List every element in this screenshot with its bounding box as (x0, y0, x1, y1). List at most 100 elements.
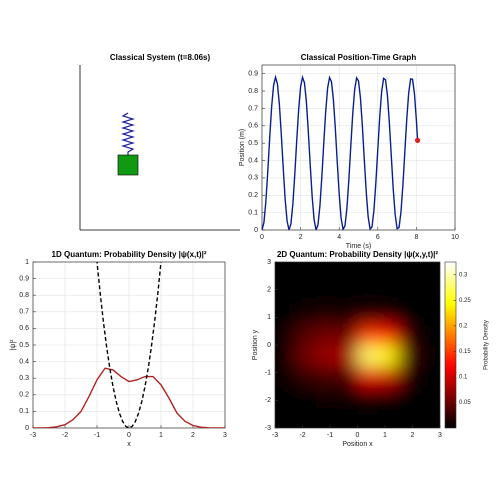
plot-area (275, 262, 440, 428)
y-tick-label: 0.8 (248, 88, 258, 95)
heat-cell (295, 407, 317, 428)
x-tick-label: 1 (159, 432, 163, 439)
heat-cell (398, 365, 420, 387)
heat-cell (336, 303, 358, 325)
heat-cell (419, 282, 440, 304)
heat-cell (378, 365, 400, 387)
series-line (96, 262, 162, 428)
y-tick-label: 0.5 (19, 342, 29, 349)
heat-cell (295, 365, 317, 387)
x-axis-label: Time (s) (346, 243, 371, 250)
chart-title: Classical Position-Time Graph (301, 53, 417, 62)
heat-cell (357, 365, 379, 387)
heat-cell (336, 365, 358, 387)
colorbar (444, 261, 457, 429)
x-tick-label: 8 (414, 234, 418, 241)
chart-title: Classical System (t=8.06s) (110, 53, 211, 62)
y-tick-label: 0.6 (248, 123, 258, 130)
colorbar-tick-label: 0.1 (459, 375, 468, 381)
x-tick-label: -1 (327, 432, 333, 439)
heat-cell (336, 407, 358, 428)
heat-cell (316, 386, 338, 408)
plot-area (262, 74, 421, 230)
heat-cell (419, 407, 440, 428)
heat-cell (419, 324, 440, 346)
x-axis-label: Position x (342, 441, 373, 448)
heat-cell (419, 386, 440, 408)
heat-cell (357, 262, 379, 284)
heat-cell (419, 365, 440, 387)
y-axis-label: Position y (252, 329, 259, 360)
x-tick-label: 0 (260, 234, 264, 241)
axes-frame (261, 64, 456, 231)
heatmap (275, 262, 440, 428)
heat-cell (336, 324, 358, 346)
heat-cell (275, 407, 297, 428)
y-tick-label: 0.6 (19, 325, 29, 332)
y-tick-label: 0.9 (19, 275, 29, 282)
colorbar-tick-label: 0.25 (459, 298, 471, 304)
x-tick-label: 10 (451, 234, 459, 241)
heat-cell (336, 386, 358, 408)
heat-cell (295, 262, 317, 284)
heat-cell (316, 365, 338, 387)
heat-cell (316, 407, 338, 428)
x-axis-label: x (127, 441, 131, 448)
y-tick-label: 0.4 (19, 358, 29, 365)
x-tick-label: 0 (127, 432, 131, 439)
heat-cell (357, 303, 379, 325)
chart-title: 1D Quantum: Probability Density |ψ(x,t)|… (52, 250, 207, 259)
heat-cell (336, 345, 358, 367)
heat-cell (275, 303, 297, 325)
heat-cell (378, 324, 400, 346)
y-tick-label: 0.7 (19, 309, 29, 316)
colorbar-tick-label: 0.3 (459, 272, 468, 278)
heat-cell (316, 324, 338, 346)
heat-cell (357, 324, 379, 346)
heat-cell (378, 386, 400, 408)
mass (117, 154, 139, 176)
x-tick-label: -2 (62, 432, 68, 439)
heat-cell (398, 407, 420, 428)
heat-cell (295, 386, 317, 408)
y-tick-label: -1 (265, 370, 271, 377)
heat-cell (378, 303, 400, 325)
chart-title: 2D Quantum: Probability Density |ψ(x,y,t… (277, 250, 438, 259)
x-tick-label: -3 (272, 432, 278, 439)
heat-cell (295, 324, 317, 346)
y-tick-label: 0.7 (248, 105, 258, 112)
x-tick-label: 2 (299, 234, 303, 241)
heat-cell (357, 345, 379, 367)
axes-frame (274, 261, 441, 429)
y-tick-label: 1 (25, 259, 29, 266)
y-tick-label: 0.2 (248, 192, 258, 199)
series-line (33, 367, 225, 428)
heat-cell (316, 303, 338, 325)
y-axis-label: |ψ|² (10, 339, 17, 351)
axes-frame (32, 261, 226, 429)
y-tick-label: 0.1 (19, 408, 29, 415)
heat-cell (295, 303, 317, 325)
heat-cell (316, 262, 338, 284)
spring (120, 112, 136, 155)
colorbar-tick-label: 0.2 (459, 323, 468, 329)
heat-cell (398, 282, 420, 304)
y-tick-label: 3 (267, 259, 271, 266)
colorbar-label: Probability Density (484, 320, 490, 370)
heat-cell (378, 407, 400, 428)
x-tick-label: -3 (30, 432, 36, 439)
heat-cell (336, 282, 358, 304)
x-tick-label: -2 (299, 432, 305, 439)
heat-cell (398, 324, 420, 346)
heat-cell (419, 303, 440, 325)
heat-cell (275, 386, 297, 408)
heat-cell (275, 345, 297, 367)
heat-cell (336, 262, 358, 284)
y-tick-label: 0.3 (248, 175, 258, 182)
heat-cell (357, 386, 379, 408)
colorbar-tick-label: 0.15 (459, 349, 471, 355)
y-tick-label: 0 (267, 342, 271, 349)
y-axis-label: Position (m) (239, 129, 246, 166)
